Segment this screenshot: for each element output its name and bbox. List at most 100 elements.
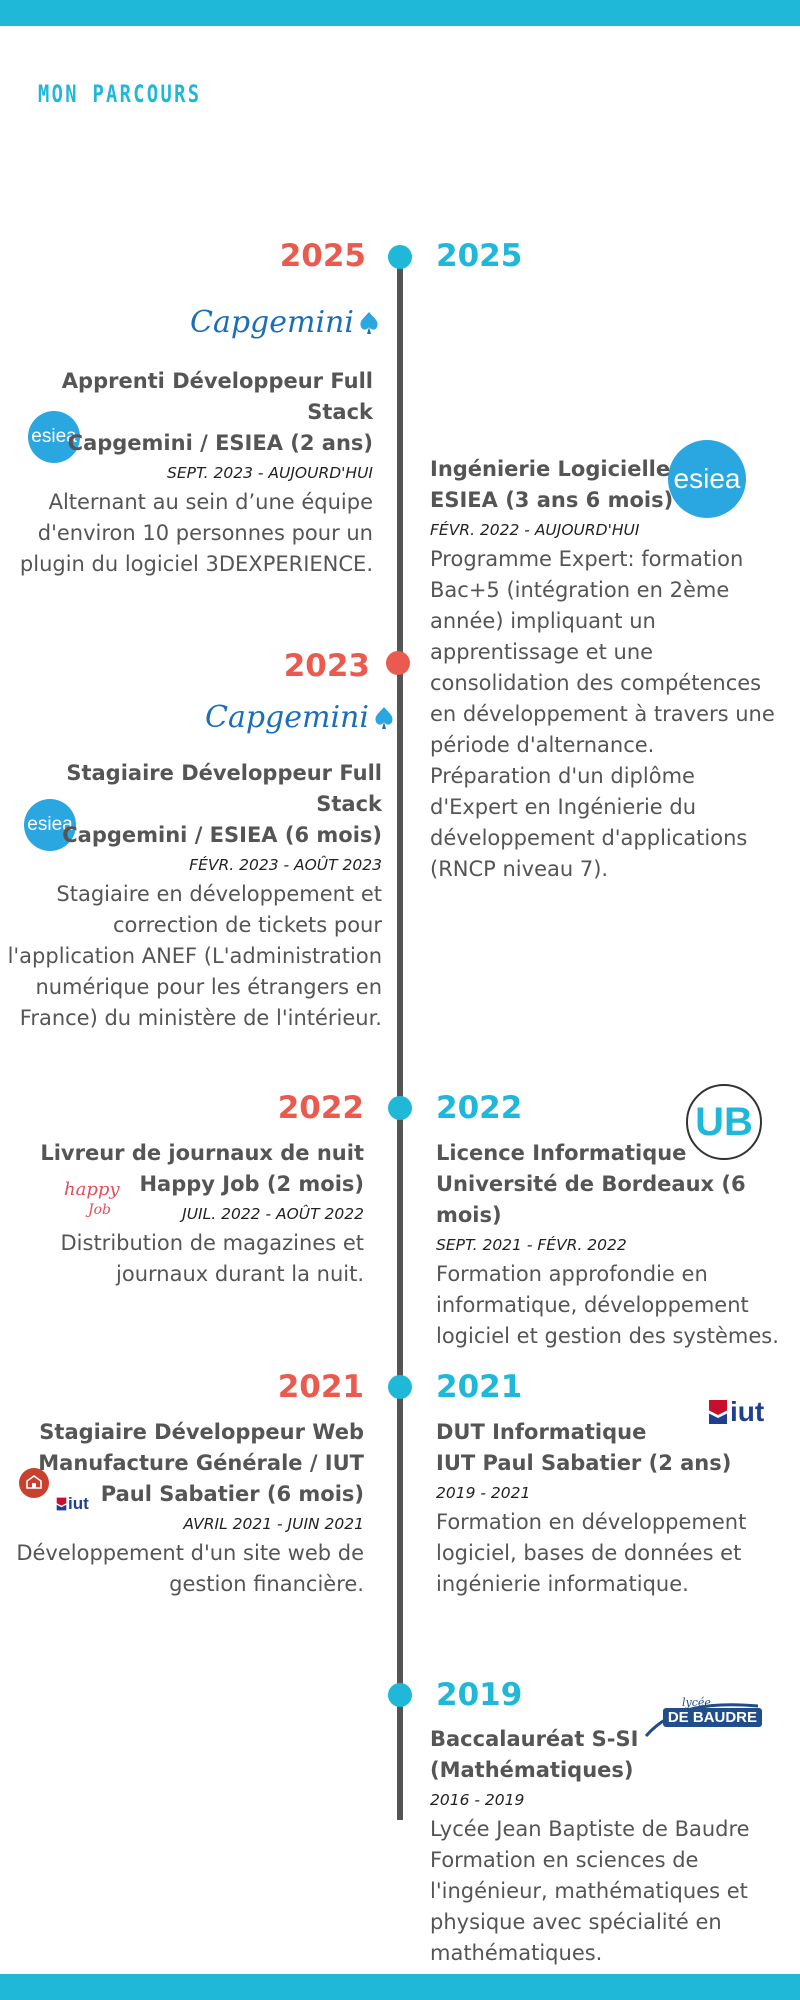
top-accent-bar — [0, 0, 800, 26]
entry-desc-line: numérique pour les étrangers en — [35, 975, 382, 999]
iut-logo: iut — [706, 1396, 764, 1428]
entry-desc-line: journaux durant la nuit. — [116, 1262, 364, 1286]
edu-year-2022: 2022 — [436, 1090, 523, 1126]
entry-date: AVRIL 2021 - JUIN 2021 — [183, 1515, 364, 1533]
entry-description: Alternant au sein d’une équipe d'environ … — [0, 487, 373, 580]
entry-desc-line: Développement d'un site web de — [16, 1541, 364, 1565]
baudre-script-text: lycée — [682, 1696, 711, 1709]
entry-desc-line: plugin du logiciel 3DEXPERIENCE. — [19, 552, 373, 576]
manufacture-generale-logo — [19, 1468, 49, 1498]
entry-title: DUT Informatique IUT Paul Sabatier (2 ans… — [436, 1417, 791, 1479]
esiea-logo: esiea — [28, 411, 80, 463]
entry-title-line: Licence Informatique — [436, 1141, 687, 1165]
entry-desc-line: logiciel, bases de données et — [436, 1541, 742, 1565]
edu-entry-baccalaureat: Baccalauréat S-SI (Mathématiques) 2016 - … — [430, 1724, 785, 1969]
capgemini-wordmark: Capgemini — [190, 305, 354, 340]
entry-title-line: Manufacture Générale / IUT — [38, 1451, 364, 1475]
entry-desc-line: Formation approfondie en — [436, 1262, 708, 1286]
pro-entry-happy-job: Livreur de journaux de nuit Happy Job (2 … — [0, 1138, 364, 1290]
entry-title-line: Paul Sabatier (6 mois) — [100, 1482, 364, 1506]
lycee-de-baudre-logo: lycée DE BAUDRE — [642, 1696, 762, 1742]
timeline-dot-2025 — [388, 245, 412, 269]
timeline-dot-2022 — [388, 1096, 412, 1120]
edu-entry-esiea: Ingénierie Logicielle ESIEA (3 ans 6 mois… — [430, 454, 785, 885]
entry-desc-line: mathématiques. — [430, 1941, 603, 1965]
entry-title: Ingénierie Logicielle ESIEA (3 ans 6 mois… — [430, 454, 785, 516]
entry-desc-line: d'environ 10 personnes pour un — [37, 521, 373, 545]
pro-entry-manufacture-generale: Stagiaire Développeur Web Manufacture Gén… — [0, 1417, 364, 1600]
pro-year-2025: 2025 — [279, 238, 366, 274]
entry-date: 2019 - 2021 — [436, 1484, 531, 1502]
entry-description: Lycée Jean Baptiste de Baudre Formation e… — [430, 1814, 785, 1969]
entry-desc-line: d'Expert en Ingénierie du — [430, 795, 697, 819]
entry-title-line: Capgemini / ESIEA (2 ans) — [67, 431, 373, 455]
capgemini-logo: Capgemini — [205, 700, 397, 735]
entry-desc-line: année) impliquant un — [430, 609, 656, 633]
entry-description: Développement d'un site web de gestion fi… — [0, 1538, 364, 1600]
ub-wordmark: UB — [695, 1099, 753, 1144]
timeline-dot-2021 — [388, 1375, 412, 1399]
iut-wordmark: iut — [730, 1396, 765, 1427]
pro-entry-capgemini-apprenti: Apprenti Développeur Full Stack Capgemini… — [0, 366, 373, 580]
entry-title-line: DUT Informatique — [436, 1420, 647, 1444]
entry-title-line: Livreur de journaux de nuit — [40, 1141, 364, 1165]
entry-desc-line: gestion financière. — [169, 1572, 364, 1596]
entry-title: Stagiaire Développeur Web Manufacture Gén… — [0, 1417, 364, 1510]
entry-title-line: Ingénierie Logicielle — [430, 457, 671, 481]
entry-title: Livreur de journaux de nuit Happy Job (2 … — [0, 1138, 364, 1200]
entry-title-line: Apprenti Développeur Full Stack — [61, 369, 373, 424]
happy-job-logo: happy Job — [64, 1180, 120, 1220]
entry-date: SEPT. 2023 - AUJOURD'HUI — [167, 464, 373, 482]
entry-desc-line: informatique, développement — [436, 1293, 749, 1317]
entry-date: FÉVR. 2022 - AUJOURD'HUI — [430, 521, 640, 539]
entry-title-line: Stagiaire Développeur Full Stack — [66, 761, 382, 816]
pro-year-2022: 2022 — [277, 1090, 364, 1126]
edu-year-2025: 2025 — [436, 238, 523, 274]
iut-logo-small: iut — [55, 1494, 89, 1514]
entry-date: FÉVR. 2023 - AOÛT 2023 — [189, 856, 382, 874]
edu-entry-bordeaux: Licence Informatique Université de Bordea… — [436, 1138, 796, 1352]
spade-icon — [360, 311, 378, 334]
esiea-logo: esiea — [24, 799, 76, 851]
baudre-plate-text: DE BAUDRE — [662, 1708, 762, 1727]
entry-desc-line: développement d'applications — [430, 826, 748, 850]
entry-desc-line: France) du ministère de l'intérieur. — [19, 1006, 382, 1030]
entry-description: Programme Expert: formation Bac+5 (intégr… — [430, 544, 785, 885]
entry-description: Formation approfondie en informatique, dé… — [436, 1259, 796, 1352]
entry-desc-line: Bac+5 (intégration en 2ème — [430, 578, 730, 602]
entry-desc-line: apprentissage et une — [430, 640, 654, 664]
entry-date: SEPT. 2021 - FÉVR. 2022 — [436, 1236, 627, 1254]
building-icon — [26, 1475, 42, 1489]
esiea-wordmark: esiea — [31, 426, 77, 447]
entry-title-line: IUT Paul Sabatier (2 ans) — [436, 1451, 732, 1475]
entry-title-line: (Mathématiques) — [430, 1758, 634, 1782]
iut-wordmark: iut — [68, 1494, 89, 1513]
bottom-accent-bar — [0, 1974, 800, 2000]
pro-entry-capgemini-stage: Stagiaire Développeur Full Stack Capgemin… — [0, 758, 382, 1034]
timeline-axis — [397, 258, 403, 1820]
entry-title-line: Baccalauréat S-SI — [430, 1727, 639, 1751]
spade-icon — [375, 706, 393, 729]
esiea-logo: esiea — [668, 440, 746, 518]
edu-entry-iut: DUT Informatique IUT Paul Sabatier (2 ans… — [436, 1417, 791, 1600]
happy-job-wordmark-bottom: Job — [88, 1202, 112, 1218]
entry-desc-line: physique avec spécialité en — [430, 1910, 722, 1934]
section-title: MON PARCOURS — [38, 80, 202, 108]
entry-desc-line: Stagiaire en développement et — [56, 882, 382, 906]
entry-title: Apprenti Développeur Full Stack Capgemini… — [0, 366, 373, 459]
entry-date: 2016 - 2019 — [430, 1791, 525, 1809]
entry-title: Baccalauréat S-SI (Mathématiques) — [430, 1724, 785, 1786]
edu-year-2021: 2021 — [436, 1369, 523, 1405]
entry-desc-line: consolidation des compétences — [430, 671, 762, 695]
edu-year-2019: 2019 — [436, 1677, 523, 1713]
capgemini-logo: Capgemini — [190, 305, 382, 340]
entry-title-line: Stagiaire Développeur Web — [39, 1420, 364, 1444]
entry-desc-line: logiciel et gestion des systèmes. — [436, 1324, 779, 1348]
entry-desc-line: Lycée Jean Baptiste de Baudre — [430, 1817, 750, 1841]
entry-desc-line: Alternant au sein d’une équipe — [48, 490, 373, 514]
timeline-dot-2023 — [386, 651, 410, 675]
entry-desc-line: ingénierie informatique. — [436, 1572, 689, 1596]
entry-title: Licence Informatique Université de Bordea… — [436, 1138, 796, 1231]
timeline-dot-2019 — [388, 1683, 412, 1707]
entry-date: JUIL. 2022 - AOÛT 2022 — [182, 1205, 364, 1223]
